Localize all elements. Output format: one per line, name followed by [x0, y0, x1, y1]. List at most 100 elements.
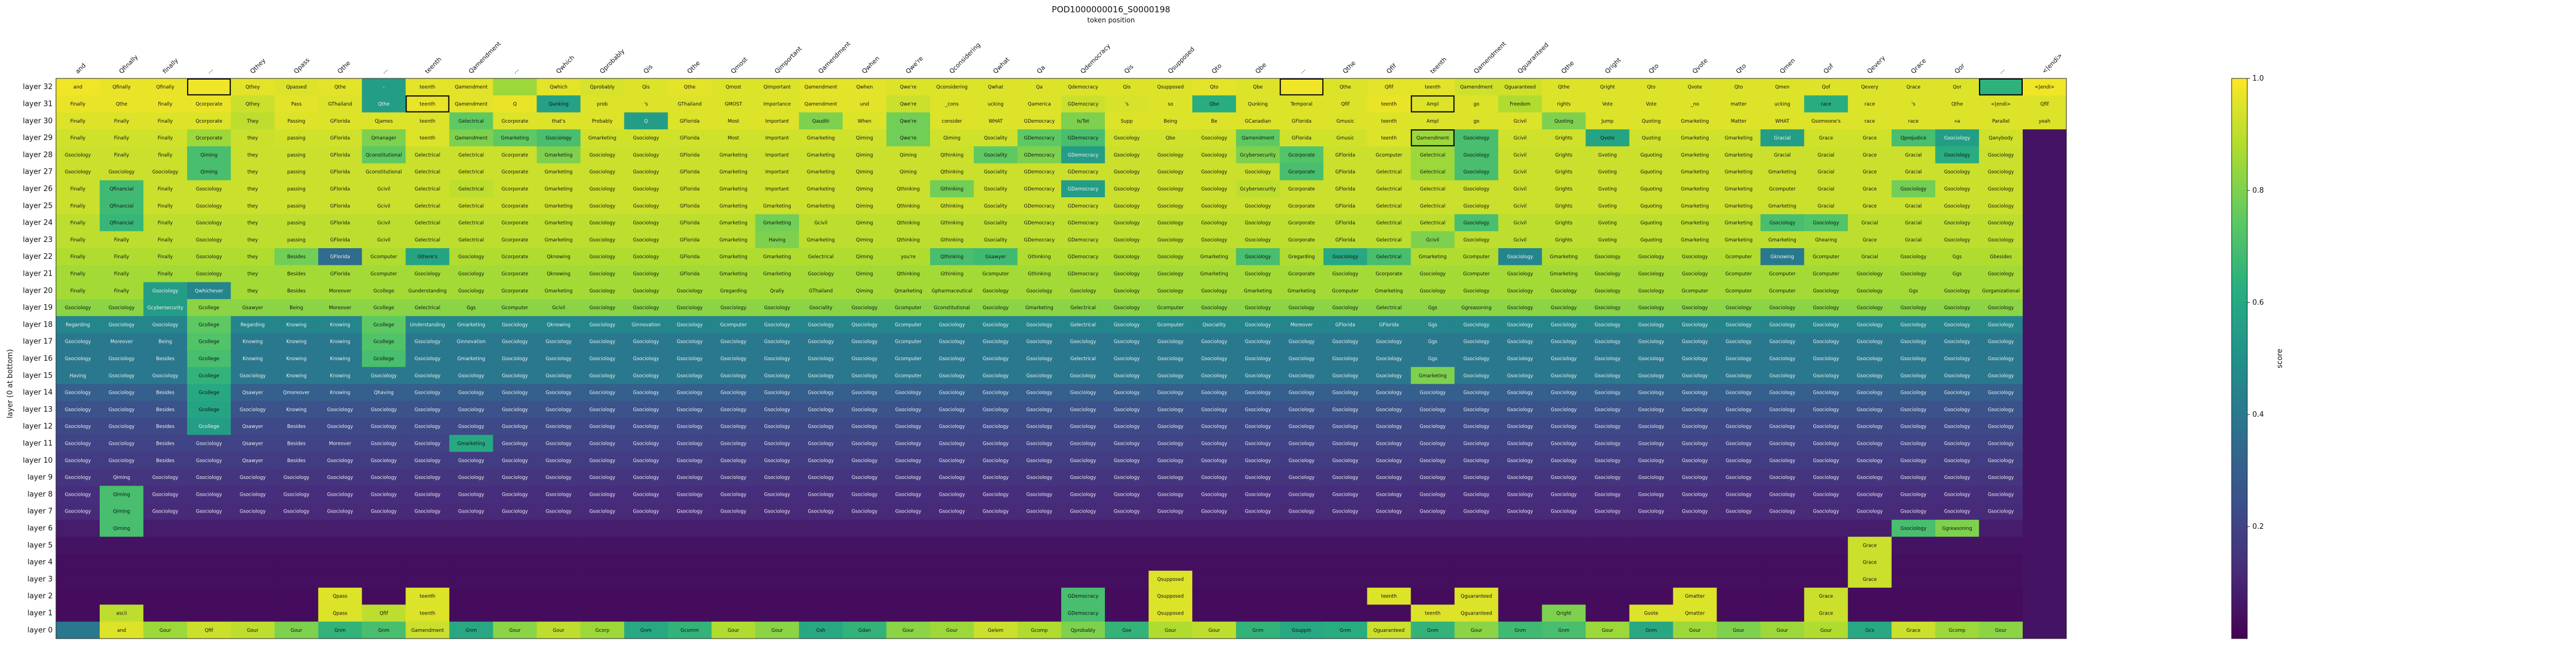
cell-label: GFlorida — [1336, 322, 1356, 328]
heatmap-cell — [1847, 401, 1892, 418]
cell-label: Qis — [1123, 85, 1131, 90]
heatmap-cell — [1847, 282, 1892, 300]
heatmap-cell — [1978, 316, 2023, 333]
cell-label: Gsociology — [1682, 305, 1707, 311]
cell-label: Besides — [287, 424, 306, 430]
cell-label: Gsociology — [1201, 203, 1227, 209]
cell-label: Gelectrical — [459, 187, 484, 192]
cell-label: Gsociology — [633, 152, 659, 158]
heatmap-cell — [1367, 265, 1411, 283]
heatmap-cell — [1935, 146, 1980, 164]
heatmap-cell — [711, 418, 756, 435]
heatmap-cell — [274, 486, 319, 503]
cell-label: GDemocracy — [1068, 152, 1099, 158]
heatmap-cell — [1367, 418, 1411, 435]
cell-label: Ggs — [1428, 356, 1438, 362]
chart-title: POD1000000016_S0000198 — [1052, 4, 1170, 15]
cell-label: Gsociology — [633, 424, 659, 430]
cell-label: Gsociology — [1376, 424, 1402, 430]
heatmap-cell — [56, 435, 100, 453]
cell-label: Gmarketing — [1550, 254, 1578, 260]
heatmap-cell — [1978, 231, 2023, 249]
cell-label: Gsociology — [1944, 305, 1970, 311]
y-tick-label: layer 9 — [27, 473, 53, 482]
cell-label: Gsociology — [1638, 475, 1664, 481]
heatmap-cell — [1192, 163, 1236, 181]
cell-label: Gsociology — [1463, 221, 1489, 226]
heatmap-cell — [973, 435, 1018, 453]
cell-label: Gsociology — [633, 203, 659, 209]
cell-label: Gsociology — [1944, 170, 1970, 175]
heatmap-cell — [1891, 604, 1936, 622]
heatmap-cell — [2022, 604, 2067, 622]
cell-label: Grace — [1863, 238, 1877, 243]
cell-label: Gsociology — [1201, 441, 1227, 447]
heatmap-cell — [1760, 282, 1805, 300]
heatmap-cell — [711, 570, 756, 588]
heatmap-cell — [536, 129, 581, 147]
heatmap-cell — [1236, 451, 1280, 469]
heatmap-cell — [1105, 502, 1149, 520]
cell-label: Gsociology — [1507, 475, 1533, 481]
cell-label: GDemocracy — [1068, 238, 1099, 243]
heatmap-cell — [799, 588, 843, 605]
heatmap-cell — [1542, 129, 1586, 147]
cell-label: Qfif — [2040, 101, 2049, 107]
heatmap-cell — [799, 299, 843, 316]
heatmap-cell — [799, 129, 843, 147]
cell-label: Gmarketing — [545, 238, 573, 243]
heatmap-cell — [1323, 214, 1368, 232]
cell-label: Gsociology — [1682, 356, 1707, 362]
x-tick-label: Qa — [1035, 64, 1047, 75]
heatmap-cell — [1367, 180, 1411, 198]
heatmap-cell — [1891, 282, 1936, 300]
cell-label: Gsociality — [984, 203, 1007, 209]
heatmap-cell — [187, 588, 231, 605]
heatmap-cell — [274, 384, 319, 402]
heatmap-cell — [1149, 588, 1193, 605]
heatmap-cell — [1192, 384, 1236, 402]
heatmap-cell — [536, 231, 581, 249]
heatmap-cell — [755, 282, 800, 300]
cell-label: Gsociology — [1114, 203, 1140, 209]
cell-label: Gsociology — [414, 271, 440, 277]
heatmap-cell — [1105, 214, 1149, 232]
heatmap-cell — [1978, 350, 2023, 367]
heatmap-cell — [187, 502, 231, 520]
heatmap-cell — [1673, 621, 1718, 639]
cell-label: Gsociology — [589, 170, 615, 175]
cell-label: Gsociality — [984, 170, 1007, 175]
heatmap-cell — [755, 265, 800, 283]
cell-label: Gsociology — [502, 407, 528, 413]
heatmap-cell — [1454, 146, 1499, 164]
cell-label: Qiming — [856, 271, 873, 277]
heatmap-cell — [1804, 451, 1849, 469]
heatmap-cell — [100, 350, 144, 367]
heatmap-cell — [1847, 553, 1892, 571]
cell-label: Gsh — [816, 628, 825, 634]
cell-label: Gnm — [1427, 628, 1438, 634]
heatmap-cell — [143, 588, 188, 605]
cell-label: Qsawyer — [242, 441, 264, 447]
heatmap-cell — [580, 519, 624, 537]
cell-label: Gsociology — [1026, 356, 1052, 362]
cell-label: Gsociology — [1158, 187, 1183, 192]
heatmap-cell — [274, 468, 319, 486]
heatmap-cell — [56, 537, 100, 554]
cell-label: Gconstitutional — [366, 170, 402, 175]
heatmap-cell — [1891, 621, 1936, 639]
heatmap-cell — [886, 502, 931, 520]
heatmap-cell — [2022, 248, 2067, 266]
heatmap-cell — [1891, 384, 1936, 402]
cell-label: Gsociology — [1507, 271, 1533, 277]
heatmap-cell — [1804, 350, 1849, 367]
heatmap-cell — [1017, 129, 1062, 147]
heatmap-cell — [231, 163, 275, 181]
cell-label: Gsociology — [1682, 271, 1707, 277]
cell-label: Gsociology — [764, 339, 790, 345]
cell-label: Gsociology — [502, 322, 528, 328]
heatmap-cell — [231, 112, 275, 130]
heatmap-cell — [274, 537, 319, 554]
cell-label: they — [248, 288, 258, 294]
